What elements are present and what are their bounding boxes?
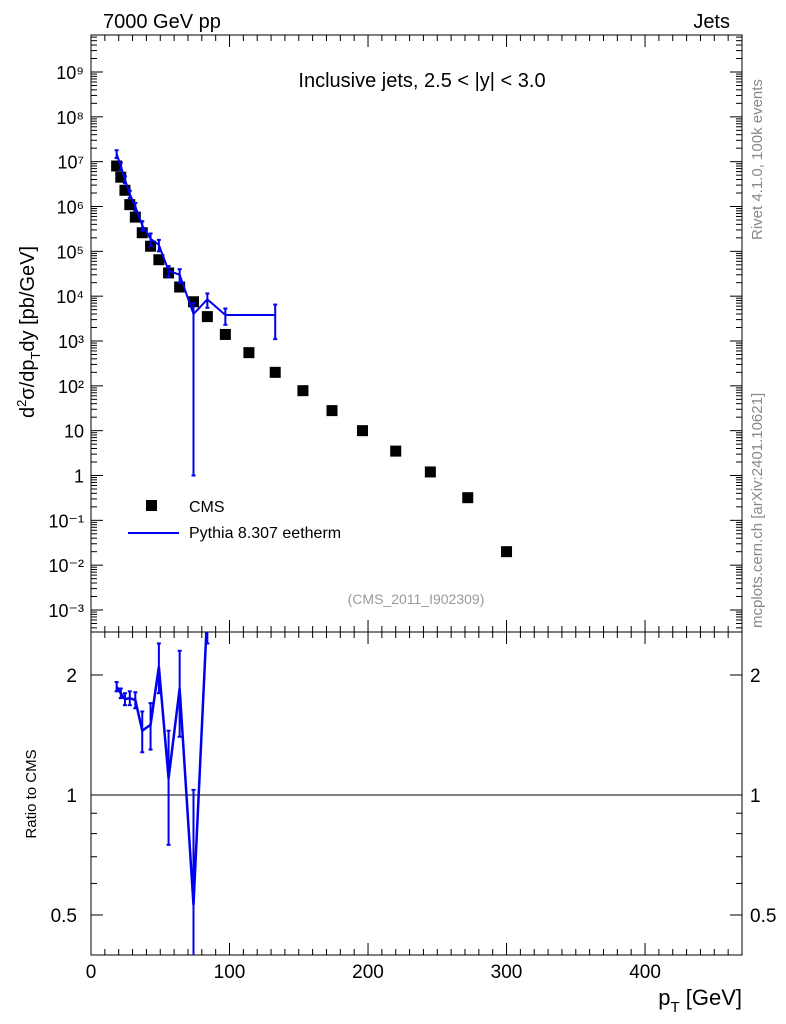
rivet-label: Rivet 4.1.0, 100k events bbox=[749, 79, 766, 240]
ratio-series-clip bbox=[114, 632, 210, 955]
main-axis-ticks: 10⁻³ 10⁻² 10⁻¹ 1 10 10² 10³ 10⁴ 10⁵ 10⁶ 10⁷ 10⁸ 10⁹ bbox=[48, 35, 743, 632]
main-y-tick-label: 10⁻¹ bbox=[48, 511, 84, 531]
cms-data-point bbox=[187, 296, 199, 308]
cms-data-point bbox=[124, 199, 136, 211]
ratio-frame bbox=[90, 631, 743, 956]
cms-data-point bbox=[356, 425, 368, 437]
legend-marker-cms bbox=[146, 500, 157, 511]
cms-data-point bbox=[243, 347, 255, 359]
cms-data-point bbox=[501, 546, 513, 558]
cms-data-point bbox=[201, 311, 213, 323]
x-tick-label: 200 bbox=[352, 962, 384, 983]
main-y-tick-label: 10⁹ bbox=[56, 63, 84, 83]
main-y-axis-label: d2σ/dpTdy [pb/GeV] bbox=[14, 246, 43, 418]
mcplots-label: mcplots.cern.ch [arXiv:2401.10621] bbox=[749, 393, 766, 628]
cms-data-point bbox=[297, 385, 309, 397]
main-y-tick-label: 10 bbox=[64, 422, 84, 442]
ratio-y-axis-label: Ratio to CMS bbox=[23, 749, 40, 838]
main-y-tick-label: 10⁶ bbox=[57, 198, 84, 218]
main-y-tick-label: 10⁻³ bbox=[48, 601, 84, 621]
main-y-tick-label: 10⁷ bbox=[57, 153, 84, 173]
x-tick-label: 0 bbox=[86, 962, 97, 983]
cms-data-point bbox=[219, 328, 231, 340]
x-tick-label: 100 bbox=[214, 962, 246, 983]
legend-label-pythia: Pythia 8.307 eetherm bbox=[189, 525, 341, 542]
main-y-axis-title: d2σ/dpTdy [pb/GeV] bbox=[14, 246, 43, 418]
ratio-y-tick-label-left: 2 bbox=[66, 666, 77, 687]
x-tick-label: 300 bbox=[491, 962, 523, 983]
main-y-tick-label: 10⁵ bbox=[57, 242, 84, 262]
ratio-panel: 0.5 0.5 1 1 2 2 0 100 200 300 400 Ratio to CMS bbox=[23, 631, 776, 983]
x-axis-label: pT [GeV] bbox=[658, 985, 742, 1016]
cms-data-point bbox=[129, 211, 141, 223]
cms-data-point bbox=[390, 445, 402, 457]
main-frame bbox=[90, 34, 743, 633]
main-title: Inclusive jets, 2.5 < |y| < 3.0 bbox=[298, 70, 545, 92]
cms-data-point bbox=[174, 281, 186, 293]
ratio-y-tick-label-right: 2 bbox=[750, 666, 761, 687]
ratio-y-tick-label-right: 0.5 bbox=[750, 906, 776, 927]
main-y-tick-label: 1 bbox=[74, 467, 84, 487]
x-tick-label: 400 bbox=[629, 962, 661, 983]
main-panel: 10⁻³10⁻²10⁻¹11010²10³10⁴10⁵10⁶10⁷10⁸10⁹ … bbox=[14, 34, 743, 633]
analysis-watermark: (CMS_2011_I902309) bbox=[348, 591, 485, 607]
cms-data-point bbox=[153, 254, 165, 266]
main-y-tick-label: 10² bbox=[58, 377, 84, 397]
main-y-tick-label: 10³ bbox=[58, 332, 84, 352]
cms-data-point bbox=[462, 492, 474, 504]
ratio-y-tick-label-left: 1 bbox=[66, 786, 77, 807]
legend-label-cms: CMS bbox=[189, 499, 225, 516]
process-label: Jets bbox=[693, 11, 730, 33]
main-y-tick-label: 10⁴ bbox=[56, 287, 84, 307]
ratio-y-tick-label-right: 1 bbox=[750, 786, 761, 807]
cms-data-point bbox=[119, 184, 131, 196]
energy-label: 7000 GeV pp bbox=[103, 11, 221, 33]
cms-data-point bbox=[326, 405, 338, 417]
main-y-tick-label: 10⁻² bbox=[48, 556, 84, 576]
cms-data-point bbox=[115, 171, 127, 183]
cms-data-point bbox=[424, 466, 436, 478]
ratio-series-layer bbox=[114, 632, 210, 955]
main-series-layer bbox=[111, 149, 513, 558]
cms-data-point bbox=[111, 160, 123, 172]
main-y-tick-label: 10⁸ bbox=[56, 108, 84, 128]
cms-data-point bbox=[269, 366, 281, 378]
legend: CMS Pythia 8.307 eetherm bbox=[128, 499, 341, 542]
cms-data-point bbox=[136, 227, 148, 239]
ratio-y-tick-label-left: 0.5 bbox=[51, 906, 77, 927]
